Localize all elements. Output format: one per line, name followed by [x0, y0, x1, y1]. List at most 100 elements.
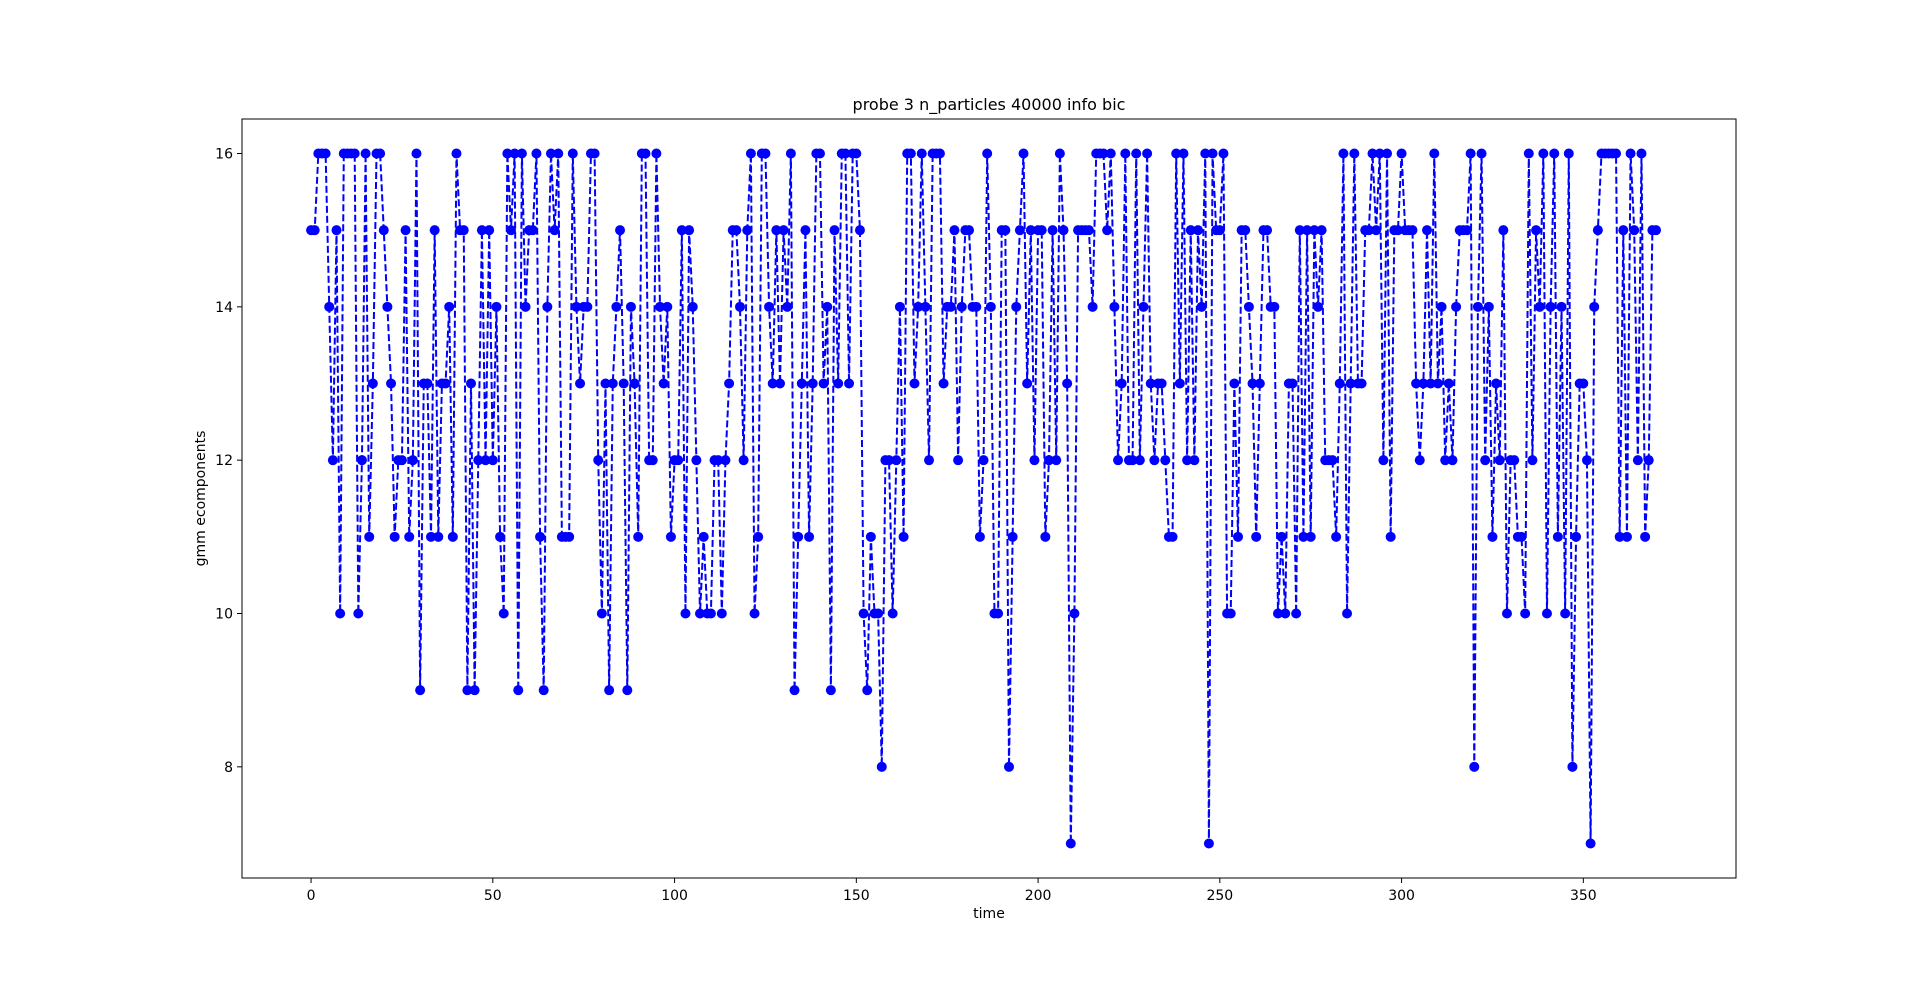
data-point	[353, 608, 364, 619]
data-point	[553, 148, 564, 159]
data-point	[764, 301, 775, 312]
data-point	[1534, 301, 1545, 312]
data-point	[516, 148, 527, 159]
data-point	[1621, 531, 1632, 542]
data-point	[1447, 455, 1458, 466]
data-point	[1138, 301, 1149, 312]
data-point	[1382, 148, 1393, 159]
data-point	[1043, 455, 1054, 466]
data-point	[415, 685, 426, 696]
data-point	[742, 225, 753, 236]
data-point	[1203, 838, 1214, 849]
data-point	[360, 148, 371, 159]
data-point	[484, 225, 495, 236]
data-point	[1276, 531, 1287, 542]
data-point	[1545, 301, 1556, 312]
y-axis: 8 10 12 14 16	[215, 147, 242, 776]
data-point	[774, 378, 785, 389]
x-axis-label: time	[973, 906, 1005, 922]
x-axis: 0 50 100 150 200 250 300 350	[307, 878, 1597, 904]
data-point	[1029, 455, 1040, 466]
data-point	[1047, 225, 1058, 236]
data-point	[1102, 225, 1113, 236]
x-tick-label: 350	[1570, 888, 1597, 904]
data-point	[611, 301, 622, 312]
data-point	[705, 608, 716, 619]
x-tick-label: 250	[1206, 888, 1233, 904]
data-point	[1367, 148, 1378, 159]
data-point	[818, 378, 829, 389]
data-point	[945, 301, 956, 312]
data-point	[531, 148, 542, 159]
data-point	[804, 531, 815, 542]
data-point	[753, 531, 764, 542]
data-point	[978, 455, 989, 466]
data-point	[673, 455, 684, 466]
data-point	[495, 531, 506, 542]
data-point	[1440, 455, 1451, 466]
data-point	[433, 531, 444, 542]
data-point	[1356, 378, 1367, 389]
data-point	[1425, 378, 1436, 389]
data-point	[582, 301, 593, 312]
data-point	[1331, 531, 1342, 542]
data-point	[1109, 301, 1120, 312]
data-point	[651, 148, 662, 159]
data-point	[509, 148, 520, 159]
data-point	[1578, 378, 1589, 389]
data-point	[1189, 455, 1200, 466]
data-point	[407, 455, 418, 466]
data-point	[647, 455, 658, 466]
data-point	[1302, 225, 1313, 236]
data-point	[891, 455, 902, 466]
data-point	[1549, 148, 1560, 159]
data-point	[680, 608, 691, 619]
y-axis-label: gmm ecomponents	[193, 431, 209, 567]
data-point	[375, 148, 386, 159]
data-point	[1636, 148, 1647, 159]
data-point	[564, 531, 575, 542]
data-point	[985, 301, 996, 312]
data-point	[1149, 455, 1160, 466]
data-point	[898, 531, 909, 542]
data-point	[1200, 148, 1211, 159]
data-point	[829, 225, 840, 236]
data-point	[862, 685, 873, 696]
data-point	[1247, 378, 1258, 389]
data-point	[778, 225, 789, 236]
data-point	[1193, 225, 1204, 236]
data-point	[789, 685, 800, 696]
data-point	[1218, 148, 1229, 159]
data-point	[571, 301, 582, 312]
x-tick-label: 50	[484, 888, 502, 904]
data-point	[1105, 148, 1116, 159]
data-point	[1422, 225, 1433, 236]
data-point	[971, 301, 982, 312]
data-point	[814, 148, 825, 159]
data-point	[1494, 455, 1505, 466]
data-point	[1294, 225, 1305, 236]
data-point	[367, 378, 378, 389]
data-point	[1312, 301, 1323, 312]
data-point	[1349, 148, 1360, 159]
data-point	[956, 301, 967, 312]
data-point	[676, 225, 687, 236]
data-point	[1487, 531, 1498, 542]
y-tick-label: 16	[215, 147, 233, 163]
data-point	[1272, 608, 1283, 619]
data-point	[771, 225, 782, 236]
data-point	[1342, 608, 1353, 619]
data-point	[1592, 225, 1603, 236]
data-point	[538, 685, 549, 696]
data-point	[691, 455, 702, 466]
data-point	[487, 455, 498, 466]
x-tick-label: 150	[843, 888, 870, 904]
data-point	[480, 455, 491, 466]
data-point	[684, 225, 695, 236]
data-point	[1291, 608, 1302, 619]
data-point	[1465, 148, 1476, 159]
data-point	[938, 378, 949, 389]
data-point	[1552, 531, 1563, 542]
y-tick-label: 14	[215, 300, 233, 316]
data-point	[713, 455, 724, 466]
